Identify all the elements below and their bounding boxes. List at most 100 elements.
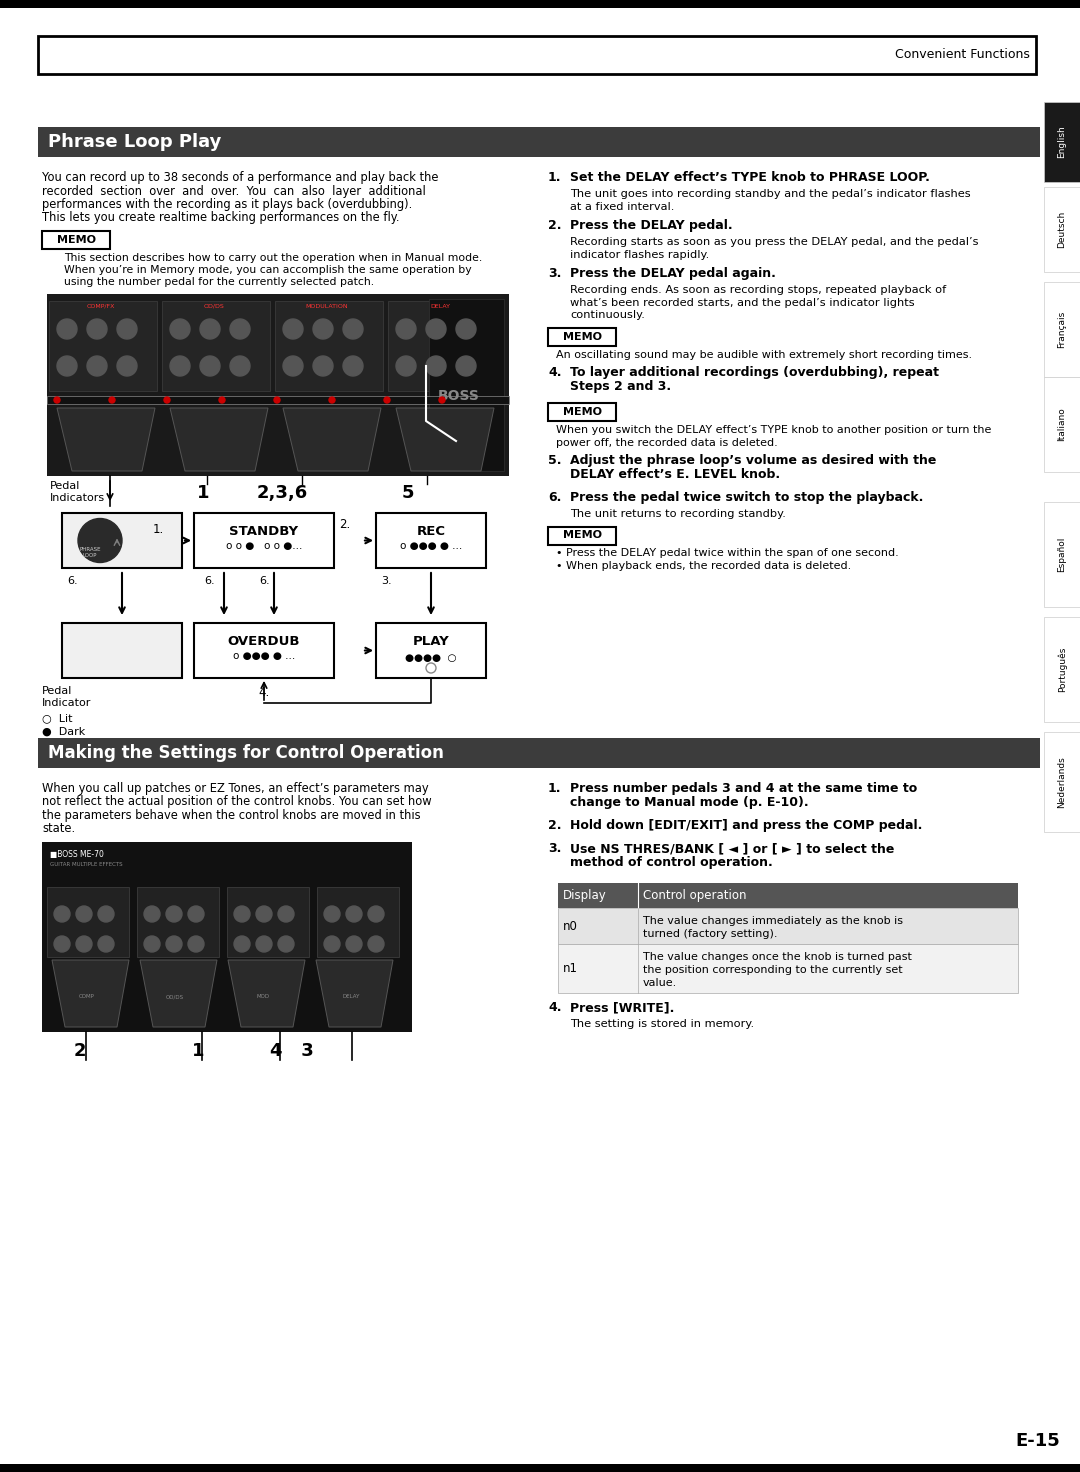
Circle shape	[324, 905, 340, 921]
Text: Making the Settings for Control Operation: Making the Settings for Control Operatio…	[48, 743, 444, 762]
Text: English: English	[1057, 125, 1067, 159]
Text: 6.: 6.	[259, 576, 270, 586]
Text: 5.: 5.	[548, 453, 562, 467]
Text: using the number pedal for the currently selected patch.: using the number pedal for the currently…	[64, 277, 374, 287]
Text: 1: 1	[192, 1042, 204, 1060]
Text: power off, the recorded data is deleted.: power off, the recorded data is deleted.	[556, 437, 778, 447]
Circle shape	[346, 936, 362, 952]
Circle shape	[117, 319, 137, 339]
Text: the parameters behave when the control knobs are moved in this: the parameters behave when the control k…	[42, 810, 420, 821]
Text: Indicators: Indicators	[50, 493, 105, 503]
Text: MEMO: MEMO	[56, 236, 95, 244]
Polygon shape	[52, 960, 129, 1027]
Text: change to Manual mode (p. E-10).: change to Manual mode (p. E-10).	[570, 796, 809, 810]
Text: method of control operation.: method of control operation.	[570, 857, 773, 868]
Circle shape	[54, 397, 60, 403]
Text: Press the DELAY pedal again.: Press the DELAY pedal again.	[570, 266, 775, 280]
Circle shape	[368, 905, 384, 921]
Text: n0: n0	[563, 920, 578, 932]
Circle shape	[164, 397, 170, 403]
Bar	[62, 623, 183, 679]
Circle shape	[456, 356, 476, 375]
Bar	[38, 35, 1036, 74]
Text: ●  Dark: ● Dark	[42, 727, 85, 737]
Circle shape	[200, 356, 220, 375]
Bar	[1044, 377, 1080, 473]
Circle shape	[274, 397, 280, 403]
Circle shape	[283, 356, 303, 375]
Text: An oscillating sound may be audible with extremely short recording times.: An oscillating sound may be audible with…	[556, 349, 972, 359]
Text: Press number pedals 3 and 4 at the same time to: Press number pedals 3 and 4 at the same …	[570, 782, 917, 795]
Bar	[376, 623, 486, 679]
Circle shape	[109, 397, 114, 403]
Text: DELAY: DELAY	[430, 305, 450, 309]
Text: MOD: MOD	[256, 995, 270, 999]
Text: performances with the recording as it plays back (overdubbing).: performances with the recording as it pl…	[42, 199, 413, 210]
Text: the position corresponding to the currently set: the position corresponding to the curren…	[643, 966, 903, 974]
Circle shape	[234, 905, 249, 921]
Circle shape	[343, 319, 363, 339]
Text: 6.: 6.	[204, 576, 215, 586]
Text: PLAY: PLAY	[413, 634, 449, 648]
Circle shape	[438, 397, 445, 403]
Text: o o ●   o o ●...: o o ● o o ●...	[226, 542, 302, 551]
Bar	[0, 0, 1080, 7]
Text: 1.: 1.	[152, 523, 164, 536]
Text: To layer additional recordings (overdubbing), repeat: To layer additional recordings (overdubb…	[570, 367, 939, 378]
Text: OD/DS: OD/DS	[204, 305, 225, 309]
Text: Pedal: Pedal	[42, 686, 72, 696]
Text: recorded  section  over  and  over.  You  can  also  layer  additional: recorded section over and over. You can …	[42, 184, 426, 197]
Text: 4.: 4.	[258, 686, 270, 699]
Bar	[162, 300, 270, 392]
Text: Hold down [EDIT/EXIT] and press the COMP pedal.: Hold down [EDIT/EXIT] and press the COMP…	[570, 818, 922, 832]
Text: what’s been recorded starts, and the pedal’s indicator lights: what’s been recorded starts, and the ped…	[570, 297, 915, 308]
Circle shape	[219, 397, 225, 403]
Text: Steps 2 and 3.: Steps 2 and 3.	[570, 380, 671, 393]
Circle shape	[313, 319, 333, 339]
Circle shape	[170, 319, 190, 339]
Circle shape	[256, 936, 272, 952]
Text: Nederlands: Nederlands	[1057, 757, 1067, 808]
Text: The unit goes into recording standby and the pedal’s indicator flashes: The unit goes into recording standby and…	[570, 188, 971, 199]
Text: 3.: 3.	[548, 266, 562, 280]
Text: E-15: E-15	[1015, 1432, 1061, 1450]
Text: When you’re in Memory mode, you can accomplish the same operation by: When you’re in Memory mode, you can acco…	[64, 265, 472, 275]
Text: The value changes immediately as the knob is: The value changes immediately as the kno…	[643, 916, 903, 926]
Bar	[1044, 102, 1080, 183]
Text: 1.: 1.	[548, 171, 562, 184]
Polygon shape	[396, 408, 494, 471]
Text: turned (factory setting).: turned (factory setting).	[643, 929, 778, 939]
Text: MEMO: MEMO	[563, 530, 602, 540]
Circle shape	[200, 319, 220, 339]
Circle shape	[144, 905, 160, 921]
Text: STANDBY: STANDBY	[229, 526, 298, 537]
Bar	[1044, 732, 1080, 832]
Circle shape	[87, 319, 107, 339]
Polygon shape	[57, 408, 156, 471]
Text: Set the DELAY effect’s TYPE knob to PHRASE LOOP.: Set the DELAY effect’s TYPE knob to PHRA…	[570, 171, 930, 184]
Circle shape	[117, 356, 137, 375]
Text: MODULATION: MODULATION	[306, 305, 349, 309]
Circle shape	[343, 356, 363, 375]
Bar	[558, 908, 1018, 944]
Circle shape	[396, 319, 416, 339]
Circle shape	[57, 356, 77, 375]
Text: OVERDUB: OVERDUB	[228, 634, 300, 648]
Circle shape	[426, 356, 446, 375]
Text: The unit returns to recording standby.: The unit returns to recording standby.	[570, 509, 786, 520]
Text: Recording starts as soon as you press the DELAY pedal, and the pedal’s: Recording starts as soon as you press th…	[570, 237, 978, 247]
Text: ○  Lit: ○ Lit	[42, 712, 72, 723]
Circle shape	[230, 319, 249, 339]
Bar	[194, 623, 334, 679]
Circle shape	[54, 936, 70, 952]
Bar	[318, 888, 399, 957]
Text: MEMO: MEMO	[563, 406, 602, 417]
Text: BOSS: BOSS	[438, 389, 480, 403]
Text: Español: Español	[1057, 537, 1067, 573]
Text: • Press the DELAY pedal twice within the span of one second.: • Press the DELAY pedal twice within the…	[556, 549, 899, 558]
Circle shape	[313, 356, 333, 375]
Text: state.: state.	[42, 823, 76, 836]
Circle shape	[57, 319, 77, 339]
Text: 2.: 2.	[339, 518, 350, 531]
Bar	[275, 300, 383, 392]
